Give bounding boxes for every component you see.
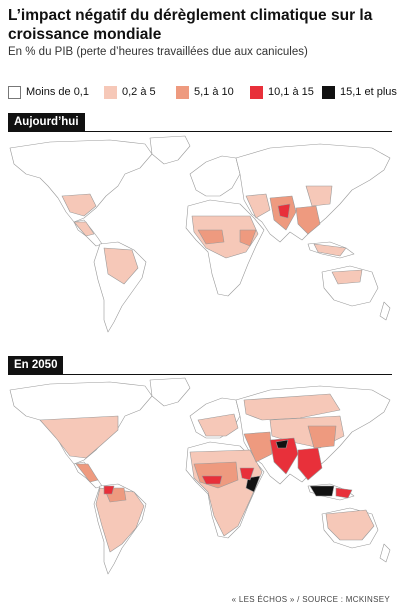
zone-east-africa [239,229,257,247]
legend-item-5-1-to-10: 5,1 à 10 [176,84,234,100]
impact-zones-2050 [39,393,375,553]
legend-swatch-10-1-to-15 [250,85,263,99]
zone-india-north [275,439,289,449]
zone-colombia [103,485,115,495]
zone-south-america [95,487,145,553]
world-map-2050 [9,377,391,575]
legend-swatch-15-1-plus [322,85,335,99]
map-label-2050: En 2050 [8,356,64,375]
zone-central-america [75,463,99,483]
zone-india [269,437,299,475]
zone-east-africa [239,467,255,481]
impact-zones-today [61,185,363,285]
zone-sahel [191,215,259,259]
zone-indonesia [313,243,347,257]
legend-swatch-less-than-0-1 [8,85,21,99]
zone-china [307,425,337,449]
zone-amazon [103,247,139,285]
legend-label: 10,1 à 15 [268,86,314,98]
zone-china-south [305,185,333,207]
legend-swatch-5-1-to-10 [176,85,189,99]
legend-label: 0,2 à 5 [122,86,156,98]
zone-new-guinea [335,487,353,499]
zone-europe-south [197,413,239,437]
zone-india-core [277,203,291,219]
world-map-today [9,135,391,333]
zone-middle-east [245,193,271,219]
legend: Moins de 0,1 0,2 à 5 5,1 à 10 10,1 à 15 … [8,84,398,100]
legend-item-0-2-to-5: 0,2 à 5 [104,84,156,100]
legend-label: 15,1 et plus [340,86,397,98]
greenland [149,377,191,407]
new-zealand [379,301,391,321]
map-label-today: Aujourd’hui [8,113,85,132]
zone-se-asia [295,205,321,235]
source-credit: « LES ÉCHOS » / SOURCE : MCKINSEY [231,595,390,604]
zone-us-south [61,193,97,217]
legend-item-10-1-to-15: 10,1 à 15 [250,84,314,100]
zone-mexico [73,221,95,237]
zone-australia-north [331,269,363,285]
section-divider [8,374,392,375]
chart-subtitle: En % du PIB (perte d’heures travaillées … [8,46,308,58]
new-zealand [379,543,391,563]
legend-swatch-0-2-to-5 [104,85,117,99]
zone-west-africa [197,229,225,245]
legend-label: 5,1 à 10 [194,86,234,98]
legend-item-less-than-0-1: Moins de 0,1 [8,84,89,100]
zone-middle-east [243,431,273,463]
zone-australia [325,509,375,541]
legend-label: Moins de 0,1 [26,86,89,98]
zone-gulf-guinea [201,475,223,485]
zone-se-asia [297,447,323,481]
zone-indonesia [309,485,335,497]
chart-title: L’impact négatif du dérèglement climatiq… [8,7,373,43]
section-divider [8,131,392,132]
zone-north-america [39,415,119,459]
legend-item-15-1-plus: 15,1 et plus [322,84,397,100]
europe [189,155,241,197]
north-america [9,139,153,223]
greenland [149,135,191,165]
